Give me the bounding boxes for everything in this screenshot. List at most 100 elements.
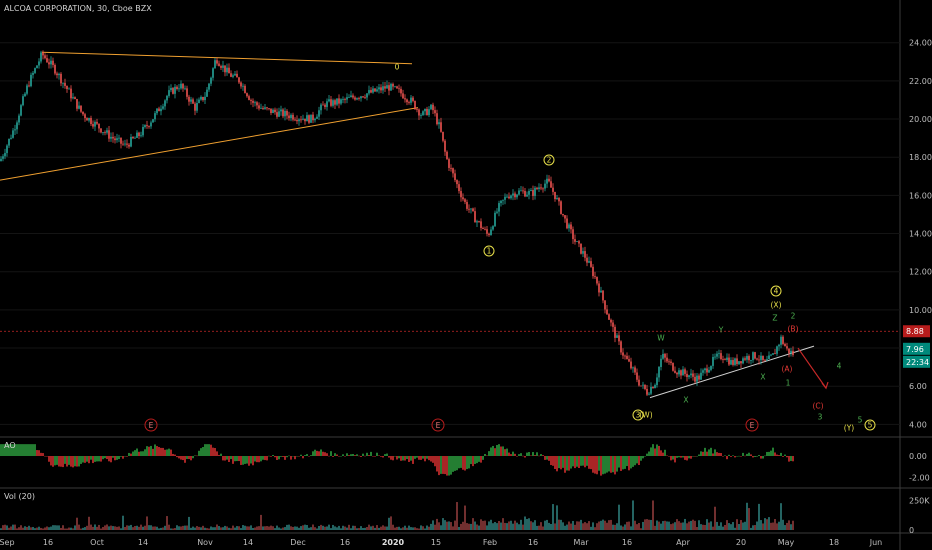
candle-body [54,64,56,74]
ao-bar [410,456,412,461]
trendline-upper[interactable] [41,51,413,65]
candle-body [344,99,346,100]
volume-bar [626,521,628,530]
ao-bar [438,456,440,476]
earnings-marker[interactable] [144,418,158,432]
volume-bar [426,525,428,530]
volume-bar [558,519,560,530]
volume-bar [508,521,510,530]
trendline-lower[interactable] [0,107,419,181]
candle-body [514,193,516,198]
volume-bar [322,525,324,530]
candle-body [586,257,588,263]
candle-body [268,108,270,110]
volume-bar [554,523,556,530]
candle-body [210,77,212,84]
candle-body [76,99,78,109]
candle-body [94,121,96,127]
volume-bar [6,525,8,530]
candle-body [348,97,350,98]
candle-body [440,122,442,132]
volume-tick-label: 250K [909,496,930,505]
volume-bar [752,525,754,530]
candle-body [430,104,432,110]
trendline-projection[interactable] [797,347,827,389]
candle-body [324,104,326,107]
candle-body [204,96,206,101]
candle-body [614,326,616,338]
candle-body [504,196,506,200]
ao-bar [246,456,248,464]
volume-bar [456,502,458,530]
candle-body [746,356,748,360]
ao-bar [218,454,220,456]
ao-bar [140,451,142,456]
wave-circle [864,419,876,431]
volume-bar [154,526,156,530]
time-tick-label: Sep [0,538,15,547]
ao-bar [674,456,676,463]
ao-bar [688,456,690,459]
volume-bar [548,522,550,530]
candle-body [690,373,692,376]
ao-bar [398,456,400,459]
volume-bar [666,521,668,530]
volume-bar [278,527,280,530]
candle-body [214,60,216,69]
wave-circle [632,409,644,421]
volume-bar [274,528,276,530]
volume-bar [544,520,546,530]
candle-body [636,372,638,380]
volume-bar [284,527,286,530]
time-tick-label: 16 [43,538,53,547]
ao-indicator-label[interactable]: AO [4,441,16,450]
ao-bar [604,456,606,474]
candle-body [18,115,20,123]
candle-body [198,99,200,103]
ao-bar [18,444,20,456]
candle-body [780,336,782,345]
volume-bar [346,527,348,530]
ao-bar [304,455,306,456]
ao-bar [530,455,532,456]
candle-body [246,93,248,97]
ao-bar [404,456,406,461]
candle-body [242,85,244,87]
volume-bar [594,527,596,530]
candle-body [644,384,646,389]
ao-bar [672,456,674,460]
volume-bar [710,521,712,530]
earnings-label: E [750,421,755,430]
earnings-marker[interactable] [745,418,759,432]
volume-bar [58,525,60,530]
candle-body [592,266,594,277]
wave-label-four: 4 [837,362,842,371]
ao-bar [632,456,634,467]
volume-bar [582,523,584,530]
volume-bar [664,520,666,530]
candle-body [34,68,36,73]
ao-bar [594,456,596,474]
trendline-support[interactable] [649,345,815,399]
ao-bar [318,451,320,456]
ao-bar [668,456,670,457]
earnings-marker[interactable] [431,418,445,432]
volume-bar [406,527,408,530]
ao-bar [356,454,358,456]
ao-bar [22,444,24,456]
candle-body [96,121,98,124]
candle-body [272,109,274,114]
current-price-badge-bg [903,342,930,355]
candle-body [560,201,562,214]
candle-body [534,187,536,196]
ao-bar [366,452,368,456]
volume-indicator-label[interactable]: Vol (20) [4,492,35,501]
price-tick-label: 20.00 [909,115,932,124]
volume-bar [142,526,144,530]
volume-bar [74,525,76,530]
price-tick-label: 18.00 [909,153,932,162]
ao-bar [142,451,144,456]
candle-body [762,355,764,360]
candle-body [760,355,762,361]
